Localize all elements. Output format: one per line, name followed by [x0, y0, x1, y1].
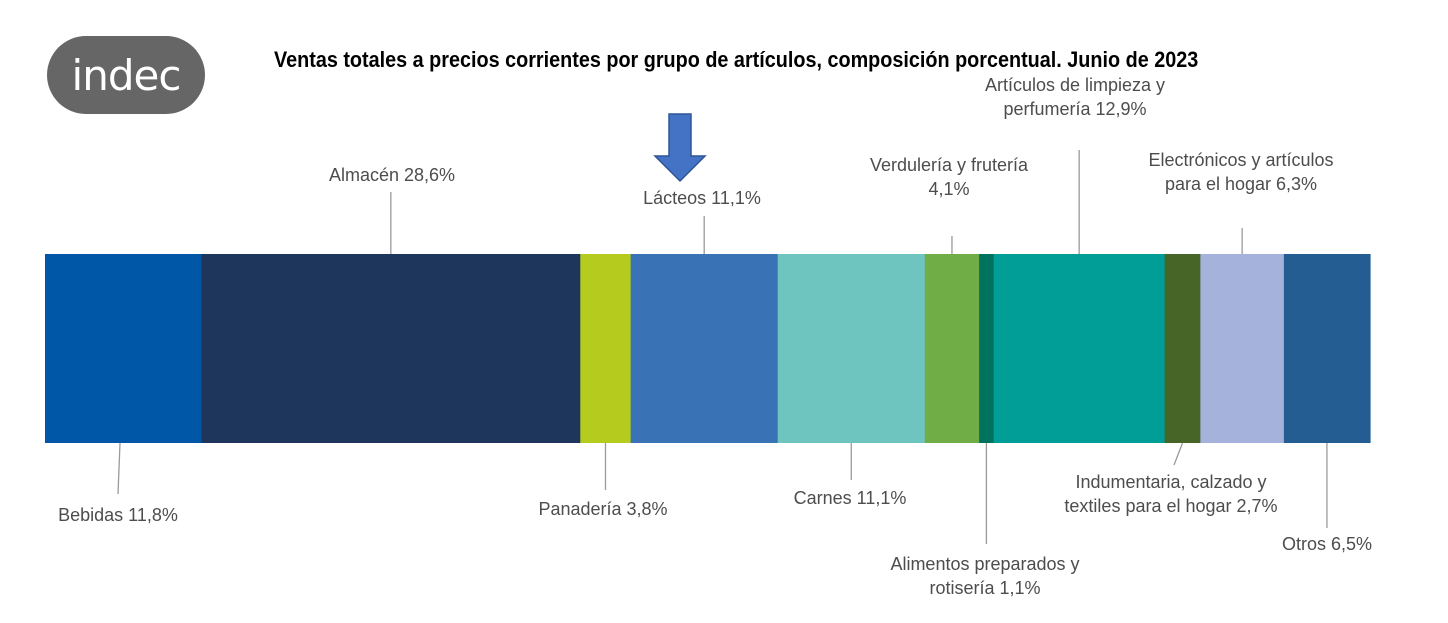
data-label-indumentaria-calzado-y-textiles-para-el-hogar: Indumentaria, calzado y textiles para el … [1064, 472, 1277, 516]
leader-line-bebidas [117, 442, 121, 495]
bar-segment-otros [1283, 254, 1371, 443]
data-label-electronicos-y-articulos-para-el-hogar: Electrónicos y artículos para el hogar 6,… [1148, 150, 1333, 194]
bar-segment-lacteos [630, 254, 779, 443]
data-label-verduleria-y-fruteria: Verdulería y frutería 4,1% [870, 155, 1029, 199]
data-label-carnes: Carnes 11,1% [794, 488, 907, 508]
leader-line-indumentaria-calzado-y-textiles-para-el-hogar [1173, 442, 1184, 466]
data-label-almacen: Almacén 28,6% [329, 165, 455, 185]
data-label-articulos-de-limpieza-y-perfumeria: Artículos de limpieza y perfumería 12,9% [985, 75, 1165, 119]
data-label-lacteos: Lácteos 11,1% [643, 188, 761, 208]
bar-segment-bebidas [45, 254, 202, 443]
data-label-bebidas: Bebidas 11,8% [58, 505, 178, 525]
bar-segment-indumentaria-calzado-y-textiles-para-el-hogar [1164, 254, 1202, 443]
bar-segment-carnes [777, 254, 926, 443]
bar-segment-electronicos-y-articulos-para-el-hogar [1200, 254, 1285, 443]
bar-segment-verduleria-y-fruteria [924, 254, 980, 443]
chart-title: Ventas totales a precios corrientes por … [274, 47, 1199, 72]
logo-text: indec [71, 50, 182, 100]
indec-logo: indec [47, 36, 205, 114]
bar-segment-panaderia [580, 254, 632, 443]
bar-segment-articulos-de-limpieza-y-perfumeria [993, 254, 1166, 443]
bar-segment-alimentos-preparados-y-rotiseria [979, 254, 995, 443]
data-label-alimentos-preparados-y-rotiseria: Alimentos preparados y rotisería 1,1% [890, 554, 1079, 598]
data-label-panaderia: Panadería 3,8% [538, 499, 667, 519]
bar-segment-almacen [201, 254, 581, 443]
data-label-otros: Otros 6,5% [1282, 534, 1372, 554]
highlight-arrow-icon [653, 113, 707, 183]
